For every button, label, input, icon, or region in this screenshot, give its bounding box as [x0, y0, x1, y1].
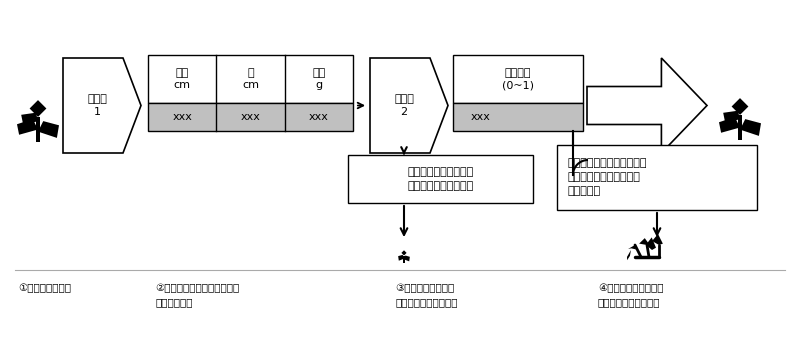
Polygon shape: [63, 58, 141, 153]
Text: 傍き指数
(0~1): 傍き指数 (0~1): [502, 68, 534, 90]
Polygon shape: [719, 117, 740, 133]
Polygon shape: [732, 98, 749, 115]
Bar: [148, 103, 353, 131]
Text: xxx: xxx: [471, 112, 491, 122]
Polygon shape: [639, 238, 650, 246]
Polygon shape: [21, 113, 38, 125]
Polygon shape: [30, 100, 46, 117]
Polygon shape: [404, 256, 410, 261]
Bar: [348, 155, 533, 203]
Text: ④傍き指数が閖値より
小さい苗を移植する。: ④傍き指数が閖値より 小さい苗を移植する。: [598, 283, 663, 307]
Polygon shape: [398, 255, 404, 261]
Polygon shape: [403, 256, 405, 263]
Text: 閖値以上の傍き指数の苗は
正常な生育でないとして
取り除く。: 閖値以上の傍き指数の苗は 正常な生育でないとして 取り除く。: [567, 159, 646, 196]
Polygon shape: [37, 117, 39, 142]
Polygon shape: [38, 121, 59, 138]
Polygon shape: [370, 58, 448, 153]
Polygon shape: [738, 115, 742, 140]
Text: ③残った苗画像から
傍き指数を推定する。: ③残った苗画像から 傍き指数を推定する。: [395, 283, 458, 307]
Bar: [453, 55, 583, 103]
Text: xxx: xxx: [309, 112, 329, 122]
Bar: [453, 103, 583, 131]
Polygon shape: [628, 245, 636, 250]
Polygon shape: [646, 237, 656, 250]
Text: モデル
1: モデル 1: [87, 94, 107, 117]
Text: xxx: xxx: [172, 112, 192, 122]
Polygon shape: [740, 119, 761, 136]
Text: 閖値よりも小さい苗は
生育不良として除く。: 閖値よりも小さい苗は 生育不良として除く。: [407, 167, 474, 191]
Text: モデル
2: モデル 2: [394, 94, 414, 117]
Text: 高さ
cm: 高さ cm: [174, 68, 190, 90]
Text: ②苗画像から高さ、幅、重さ
を推定する。: ②苗画像から高さ、幅、重さ を推定する。: [155, 283, 239, 307]
Polygon shape: [723, 111, 740, 123]
Text: xxx: xxx: [241, 112, 261, 122]
Text: 重さ
g: 重さ g: [312, 68, 326, 90]
Text: 幅
cm: 幅 cm: [242, 68, 259, 90]
Text: ①苗を撮影する。: ①苗を撮影する。: [18, 283, 71, 293]
Polygon shape: [587, 58, 707, 153]
Polygon shape: [17, 119, 38, 135]
Polygon shape: [652, 234, 663, 245]
Polygon shape: [627, 250, 631, 260]
Bar: [557, 145, 757, 210]
Bar: [148, 55, 353, 103]
Polygon shape: [402, 250, 406, 256]
